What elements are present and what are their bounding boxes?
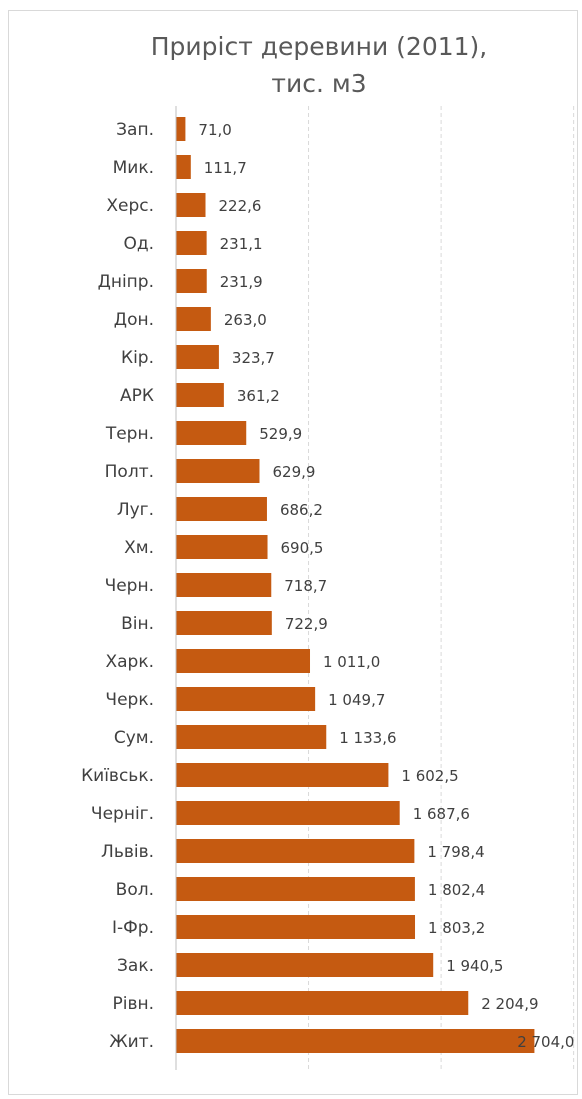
value-label: 263,0 (224, 311, 267, 329)
category-label: Черніг. (91, 804, 154, 824)
value-label: 1 011,0 (323, 653, 380, 671)
category-label: Мик. (113, 158, 154, 178)
value-label: 1 687,6 (413, 805, 470, 823)
value-label: 1 133,6 (339, 729, 396, 747)
bar (176, 573, 272, 597)
bar (176, 117, 186, 141)
category-label: Зак. (117, 956, 154, 976)
value-label: 722,9 (285, 615, 328, 633)
bar (176, 611, 272, 635)
bar (176, 497, 267, 521)
bar (176, 383, 224, 407)
category-label: Дон. (114, 310, 154, 330)
value-label: 323,7 (232, 349, 275, 367)
bar (176, 269, 207, 293)
bar (176, 307, 211, 331)
category-label: Черн. (105, 576, 154, 596)
category-label: Кір. (121, 348, 154, 368)
bar (176, 839, 415, 863)
chart-title-line-1: Приріст деревини (2011), (151, 32, 488, 61)
bar (176, 345, 219, 369)
value-label: 1 049,7 (328, 691, 385, 709)
category-label: Хм. (124, 538, 154, 558)
chart-title-line-2: тис. м3 (271, 69, 366, 98)
value-label: 686,2 (280, 501, 323, 519)
bars-group (176, 117, 535, 1053)
category-label: Харк. (105, 652, 154, 672)
value-label: 1 802,4 (428, 881, 485, 899)
bar (176, 953, 434, 977)
bar (176, 459, 260, 483)
bar (176, 877, 415, 901)
value-label: 1 602,5 (401, 767, 458, 785)
bar (176, 649, 311, 673)
bar (176, 1029, 535, 1053)
value-label: 111,7 (204, 159, 247, 177)
bar (176, 687, 316, 711)
category-label: Він. (121, 614, 154, 634)
category-label: Київськ. (81, 766, 154, 786)
category-label: Дніпр. (98, 272, 154, 292)
value-label: 361,2 (237, 387, 280, 405)
value-label: 529,9 (259, 425, 302, 443)
category-label: Черк. (105, 690, 154, 710)
category-label: Львів. (101, 842, 154, 862)
value-label: 231,1 (220, 235, 263, 253)
value-label: 2 204,9 (481, 995, 538, 1013)
category-label: Вол. (116, 880, 154, 900)
bar (176, 915, 416, 939)
bar (176, 155, 191, 179)
category-label: Зап. (116, 120, 154, 140)
bar (176, 231, 207, 255)
category-label: І-Фр. (112, 918, 154, 938)
value-label: 1 940,5 (446, 957, 503, 975)
category-label: Херс. (106, 196, 154, 216)
bar (176, 991, 469, 1015)
bar (176, 421, 247, 445)
category-label: Луг. (117, 500, 154, 520)
bar (176, 535, 268, 559)
value-label: 71,0 (198, 121, 231, 139)
value-label: 231,9 (220, 273, 263, 291)
bar (176, 801, 400, 825)
value-label: 2 704,0 (517, 1033, 574, 1051)
category-label: Терн. (105, 424, 154, 444)
value-label: 222,6 (219, 197, 262, 215)
value-label: 1 803,2 (428, 919, 485, 937)
value-label: 718,7 (284, 577, 327, 595)
category-label: Полт. (105, 462, 154, 482)
category-label: Сум. (114, 728, 154, 748)
bar (176, 763, 389, 787)
chart-frame (8, 10, 578, 1095)
value-label: 629,9 (272, 463, 315, 481)
value-label: 690,5 (281, 539, 324, 557)
value-label: 1 798,4 (427, 843, 484, 861)
value-labels: 71,0 111,7 222,6 231,1 231,9 263,0 323,7 361,2 5… (198, 121, 574, 1051)
bar (176, 725, 327, 749)
bar (176, 193, 206, 217)
category-labels: Зап. Мик. Херс. Од. Дніпр. Дон. Кір. АРК Терн. По… (81, 120, 154, 1052)
category-label: Рівн. (112, 994, 154, 1014)
category-label: Од. (123, 234, 154, 254)
category-label: Жит. (109, 1032, 154, 1052)
category-label: АРК (120, 386, 154, 406)
